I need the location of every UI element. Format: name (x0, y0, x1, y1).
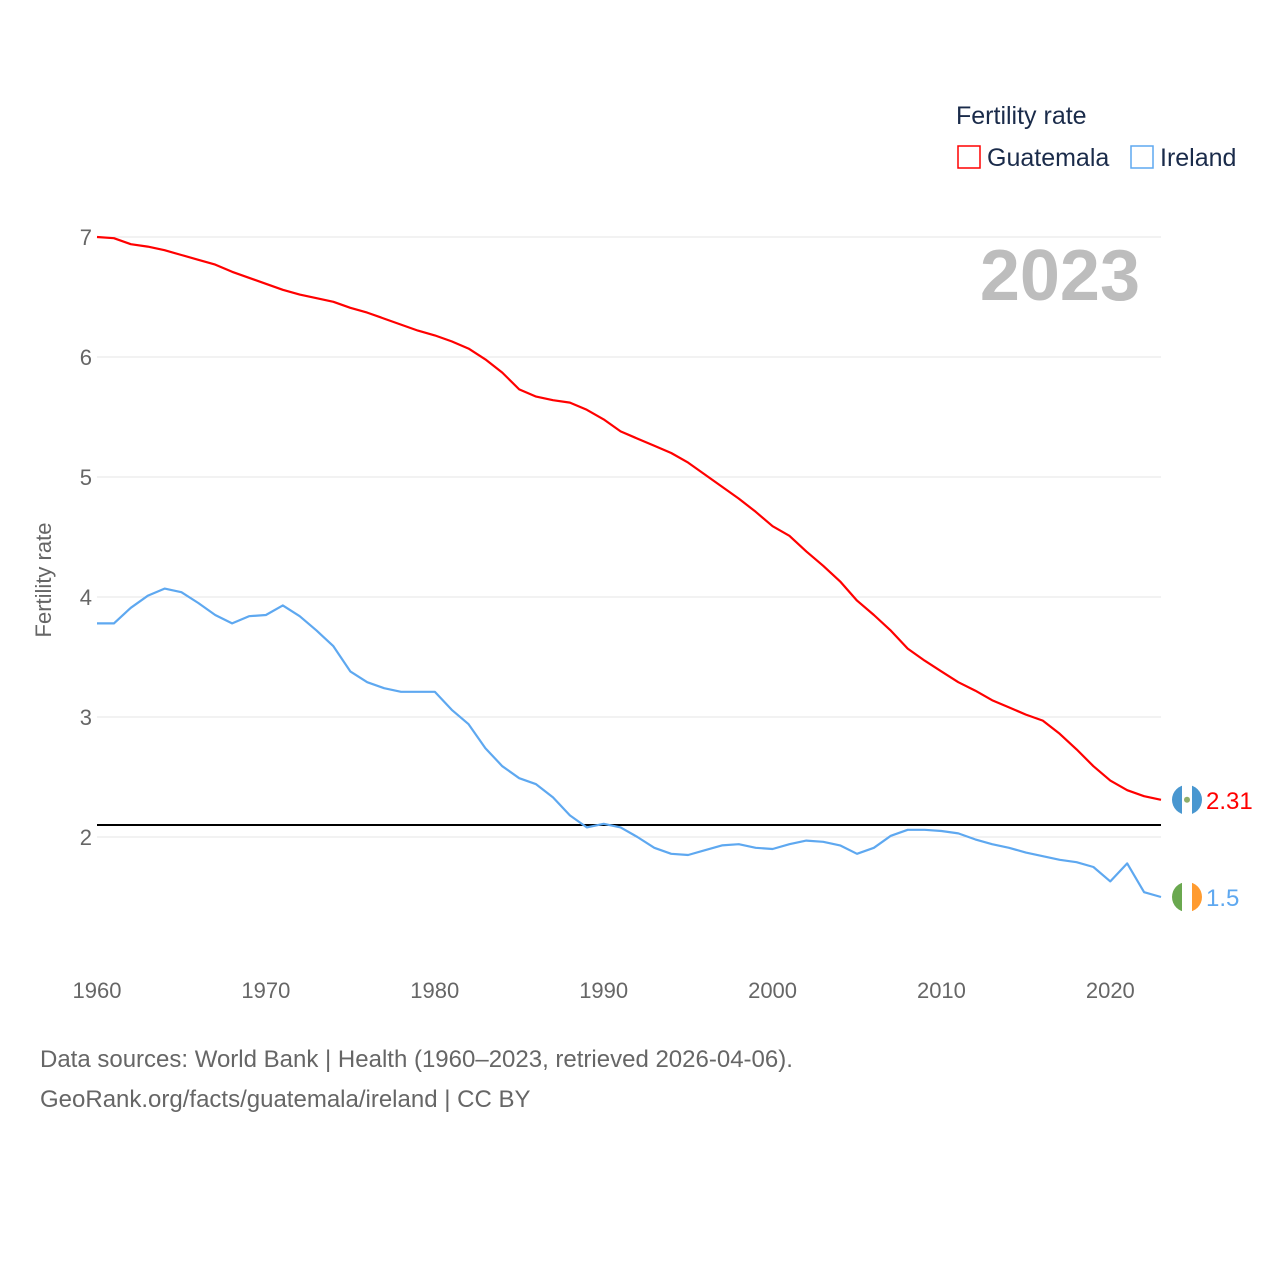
flag-stripe (1172, 882, 1182, 912)
x-tick-label: 2020 (1086, 978, 1135, 1003)
x-tick-label: 1970 (241, 978, 290, 1003)
footer-sources: Data sources: World Bank | Health (1960–… (40, 1046, 793, 1073)
flag-icon-ireland (1172, 882, 1202, 912)
year-label: 2023 (980, 236, 1140, 316)
legend-title: Fertility rate (956, 102, 1087, 130)
x-tick-label: 1960 (73, 978, 122, 1003)
series-line-ireland (97, 587, 1162, 899)
legend-label-guatemala[interactable]: Guatemala (987, 144, 1109, 172)
end-value-label-guatemala: 2.31 (1206, 788, 1253, 815)
y-tick-label: 7 (80, 225, 92, 250)
y-tick-label: 5 (80, 465, 92, 490)
flag-stripe (1192, 784, 1202, 815)
flag-stripe (1172, 784, 1182, 815)
legend-swatch-guatemala (957, 145, 981, 169)
x-tick-label: 1990 (579, 978, 628, 1003)
footer-attribution[interactable]: GeoRank.org/facts/guatemala/ireland | CC… (40, 1086, 531, 1113)
series-line-guatemala (96, 235, 1162, 801)
y-axis-label: Fertility rate (31, 523, 56, 638)
flag-icon-guatemala (1172, 784, 1202, 815)
flag-stripe (1192, 882, 1202, 912)
x-tick-label: 2000 (748, 978, 797, 1003)
x-tick-label: 1980 (410, 978, 459, 1003)
y-tick-label: 4 (80, 585, 92, 610)
end-value-label-ireland: 1.5 (1206, 885, 1239, 912)
legend-label-ireland[interactable]: Ireland (1160, 144, 1236, 172)
y-tick-label: 2 (80, 825, 92, 850)
y-tick-label: 6 (80, 345, 92, 370)
y-tick-label: 3 (80, 705, 92, 730)
legend-swatch-ireland (1130, 145, 1154, 169)
flag-stripe (1182, 882, 1192, 912)
x-tick-label: 2010 (917, 978, 966, 1003)
flag-emblem (1184, 796, 1190, 803)
